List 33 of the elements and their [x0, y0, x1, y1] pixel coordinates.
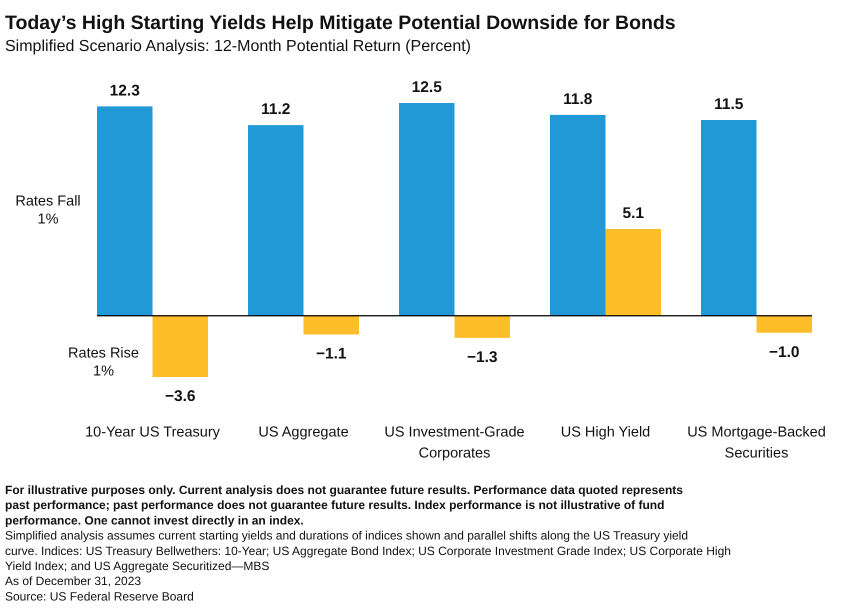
bar [701, 120, 756, 316]
bar [248, 125, 304, 316]
bar [454, 316, 510, 338]
data-label: 11.8 [563, 90, 593, 108]
bar [304, 316, 359, 334]
text: As of December 31, 2023 [5, 574, 142, 588]
bar [97, 106, 152, 316]
data-label: −1.1 [316, 345, 347, 362]
data-label: 12.3 [110, 82, 140, 100]
data-label: −3.6 [164, 388, 196, 405]
series-label: Rates Rise 1% [68, 346, 139, 380]
x-tick-label: US High Yield [560, 424, 650, 440]
text: Simplified analysis assumes current starting yields and durations of indices shown and parallel shifts along the US Treasury yield curve. Indices: US Treasury Bellwethers: 10-Year; US Aggregate Bond Index; US Corporate Investment Grade Index; US Corporate High Yield Index; and US Aggregate Securitized—MBS [5, 528, 731, 573]
text: For illustrative purposes only. Current analysis does not guarantee future results. Performance data quoted represents past performance; past performance does not guarantee future results. Index performance is not illustrative of fund performance. One cannot invest directly in an index. [5, 483, 684, 528]
x-tick-label: US Investment-Grade Corporates [384, 424, 525, 462]
bar [399, 103, 454, 316]
data-label: 11.2 [261, 101, 290, 118]
bar [152, 316, 208, 377]
series-label: Rates Fall 1% [15, 194, 81, 228]
chart-title: Today’s High Starting Yields Help Mitigate Potential Downside for Bonds [5, 12, 676, 34]
bar [606, 228, 661, 316]
data-label: 12.5 [412, 79, 442, 96]
data-label: 5.1 [622, 204, 644, 222]
source-note: Source: US Federal Reserve Board [5, 589, 194, 604]
x-tick-label: US Aggregate [258, 424, 349, 440]
chart-subtitle: Simplified Scenario Analysis: 12-Month Potential Return (Percent) [5, 38, 471, 55]
x-tick-label: US Mortgage-Backed Securities [687, 424, 826, 462]
data-label: −1.0 [768, 344, 800, 361]
x-tick-label: 10-Year US Treasury [85, 424, 221, 440]
bar [550, 114, 606, 316]
data-label: −1.3 [466, 348, 498, 366]
data-label: 11.5 [714, 96, 744, 114]
bar [756, 316, 812, 333]
